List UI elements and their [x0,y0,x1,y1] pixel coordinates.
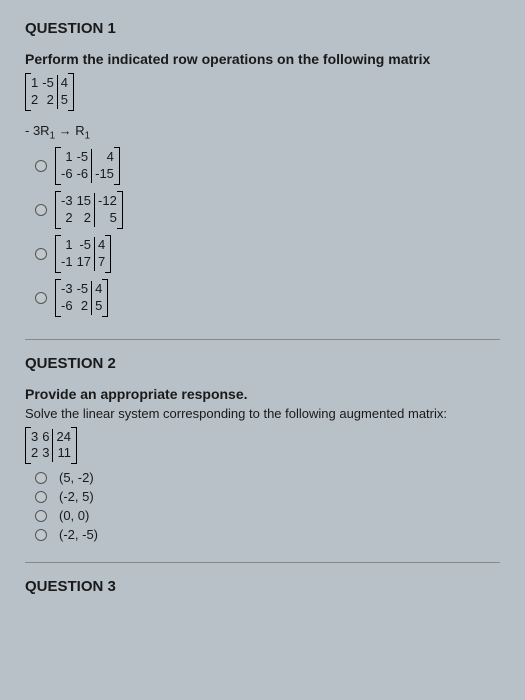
q1-options: 1-6-5-6 4-15-3 215 2-12 5 1-1-51747-3-6-… [35,145,500,318]
question-2: QUESTION 2 Provide an appropriate respon… [25,355,500,543]
radio-icon[interactable] [35,472,47,484]
q2-subprompt: Solve the linear system corresponding to… [25,406,500,421]
question-3: QUESTION 3 [25,578,500,595]
q1-matrix: 12-5 245 [25,71,500,113]
q1-prompt: Perform the indicated row operations on … [25,51,500,67]
q2-option-2[interactable]: (0, 0) [35,508,500,523]
q2-prompt: Provide an appropriate response. [25,386,500,402]
q1-option-1[interactable]: -3 215 2-12 5 [35,189,500,231]
radio-icon[interactable] [35,248,47,260]
q2-option-3[interactable]: (-2, -5) [35,527,500,542]
q2-title: QUESTION 2 [25,355,500,372]
q2-options: (5, -2) (-2, 5) (0, 0) (-2, -5) [35,470,500,542]
q3-title: QUESTION 3 [25,578,500,595]
question-1: QUESTION 1 Perform the indicated row ope… [25,20,500,319]
radio-icon[interactable] [35,292,47,304]
q2-option-label: (5, -2) [59,470,94,485]
radio-icon[interactable] [35,510,47,522]
q2-matrix: 32632411 [25,425,500,467]
q1-option-0[interactable]: 1-6-5-6 4-15 [35,145,500,187]
radio-icon[interactable] [35,491,47,503]
divider-1 [25,339,500,340]
q1-option-3[interactable]: -3-6-5 245 [35,277,500,319]
q2-option-label: (-2, -5) [59,527,98,542]
radio-icon[interactable] [35,204,47,216]
radio-icon[interactable] [35,160,47,172]
q2-option-label: (0, 0) [59,508,89,523]
radio-icon[interactable] [35,529,47,541]
divider-2 [25,562,500,563]
q1-option-2[interactable]: 1-1-51747 [35,233,500,275]
q2-option-1[interactable]: (-2, 5) [35,489,500,504]
q1-operation: - 3R1 → R1 [25,123,500,142]
q1-title: QUESTION 1 [25,20,500,37]
q2-option-label: (-2, 5) [59,489,94,504]
q2-option-0[interactable]: (5, -2) [35,470,500,485]
